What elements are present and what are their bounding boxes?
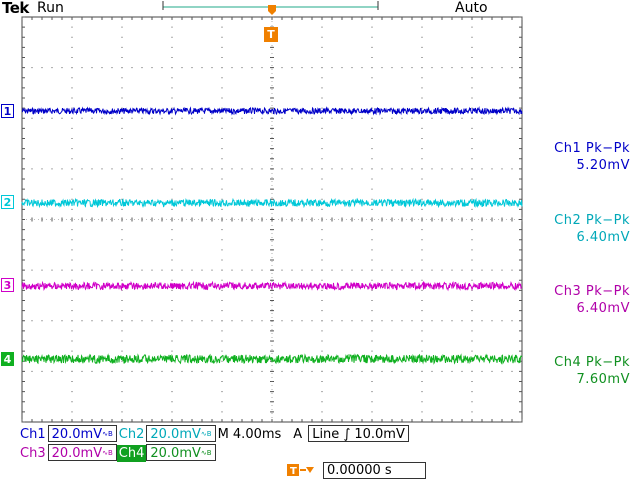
status-row-1: Ch1 20.0mV∿B Ch2 20.0mV∿B M 4.00ms A Line ∫ 10… [18, 425, 409, 442]
ch2-scale-value: 20.0mV [150, 427, 201, 442]
ch3-bw-limit-icon: ∿B [102, 449, 113, 457]
trigger-slope-icon: ∫ [343, 427, 351, 442]
ch4-status-label[interactable]: Ch4 [116, 445, 147, 462]
ch2-status-label[interactable]: Ch2 [118, 427, 145, 442]
ch2-scale[interactable]: 20.0mV∿B [146, 425, 216, 442]
trigger-level: 10.0mV [354, 427, 405, 442]
graticule [21, 16, 523, 423]
ch2-meas-value: 6.40mV [576, 230, 630, 245]
ch2-meas-label: Ch2 Pk−Pk [554, 213, 630, 228]
ch1-status-label[interactable]: Ch1 [20, 427, 46, 442]
waveform-traces [21, 106, 523, 365]
tek-logo: Tek [2, 0, 29, 17]
acquisition-mode: Auto [455, 0, 488, 16]
ch1-bw-limit-icon: ∿B [102, 430, 113, 438]
ch4-scale[interactable]: 20.0mV∿B [146, 444, 216, 461]
ch3-marker[interactable]: 3 [1, 278, 14, 292]
ch1-marker[interactable]: 1 [1, 104, 14, 118]
trigger-type: Line [312, 427, 340, 442]
ch2-marker[interactable]: 2 [1, 195, 14, 209]
ch3-scale-value: 20.0mV [51, 446, 103, 461]
ch2-bw-limit-icon: ∿B [200, 430, 212, 438]
ch2-trace [21, 197, 523, 209]
trigger-marker[interactable]: T [264, 27, 278, 42]
trigger-position-marker-top[interactable] [266, 0, 278, 15]
ch4-meas-value: 7.60mV [576, 372, 630, 387]
svg-text:T: T [290, 466, 297, 477]
ch1-meas-label: Ch1 Pk−Pk [554, 141, 630, 156]
ch4-marker[interactable]: 4 [1, 352, 14, 366]
trigger-settings[interactable]: Line ∫ 10.0mV [308, 425, 409, 442]
ch3-status-label[interactable]: Ch3 [20, 446, 46, 461]
ch4-measurement: Ch4 Pk−Pk 7.60mV [510, 354, 630, 388]
ch3-trace [21, 280, 523, 292]
ch1-measurement: Ch1 Pk−Pk 5.20mV [510, 140, 630, 174]
ch4-meas-label: Ch4 Pk−Pk [554, 355, 630, 370]
trigger-position-value[interactable]: 0.00000 s [323, 462, 426, 479]
ch4-scale-value: 20.0mV [150, 446, 201, 461]
ch4-trace [21, 353, 523, 365]
timebase[interactable]: M 4.00ms [217, 427, 282, 442]
ch3-meas-value: 6.40mV [576, 301, 630, 316]
run-status: Run [37, 0, 64, 16]
trigger-position-icon: T [286, 462, 318, 478]
ch3-scale[interactable]: 20.0mV∿B [47, 444, 117, 461]
ch3-meas-label: Ch3 Pk−Pk [554, 284, 630, 299]
ch3-measurement: Ch3 Pk−Pk 6.40mV [510, 283, 630, 317]
ch2-measurement: Ch2 Pk−Pk 6.40mV [510, 212, 630, 246]
ch4-bw-limit-icon: ∿B [200, 449, 212, 457]
ch1-trace [21, 106, 523, 116]
status-row-2: Ch3 20.0mV∿B Ch4 20.0mV∿B [18, 444, 216, 462]
trigger-source: A [293, 427, 303, 442]
ch1-scale-value: 20.0mV [51, 427, 103, 442]
ch1-scale[interactable]: 20.0mV∿B [47, 425, 117, 442]
ch1-meas-value: 5.20mV [576, 158, 630, 173]
